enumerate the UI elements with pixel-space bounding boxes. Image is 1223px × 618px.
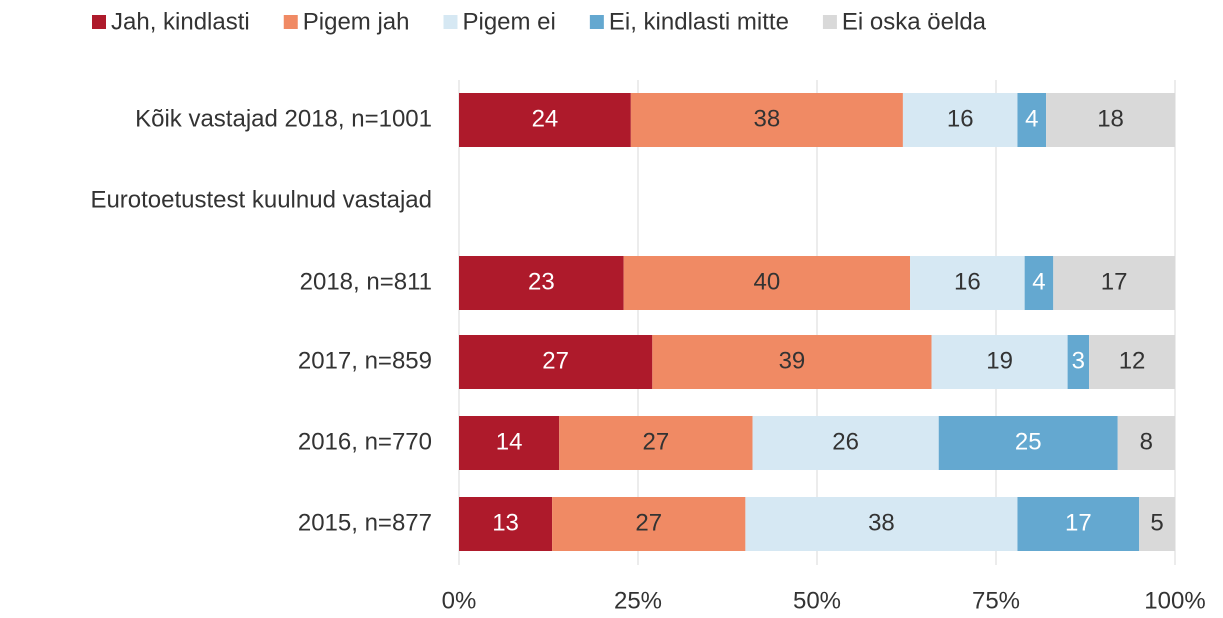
data-label: 39 [779,347,806,374]
category-label: 2018, n=811 [300,268,432,295]
data-label: 25 [1015,428,1042,455]
data-label: 4 [1032,268,1045,295]
bar-segment [931,335,1068,389]
legend-swatch [443,15,458,29]
data-label: 12 [1119,347,1146,374]
legend-label: Jah, kindlasti [111,8,250,35]
bar-segment [459,497,553,551]
bar-segment [910,256,1025,310]
legend-swatch [283,15,298,29]
bar-segment [559,416,753,470]
data-label: 24 [532,105,559,132]
bar-segment [630,93,903,147]
bar-segment [459,93,631,147]
bar-segment [938,416,1118,470]
x-tick-label: 0% [442,587,477,613]
data-label: 38 [754,105,781,132]
data-label: 13 [492,509,519,536]
bar-segment [459,335,653,389]
x-tick-label: 100% [1144,587,1205,613]
data-label: 18 [1097,105,1124,132]
category-label: 2015, n=877 [298,509,432,536]
category-label: Eurotoetustest kuulnud vastajad [90,186,432,213]
bar-segment [1046,93,1175,147]
data-label: 23 [528,268,555,295]
legend-label: Pigem jah [303,8,410,35]
data-label: 5 [1150,509,1163,536]
legend-swatch [589,15,604,29]
data-label: 14 [496,428,523,455]
bar-segment [1067,335,1090,389]
category-label: 2017, n=859 [298,347,432,374]
category-label: 2016, n=770 [298,428,432,455]
bar-segment [623,256,911,310]
bar-segment [902,93,1018,147]
legend-label: Ei, kindlasti mitte [609,8,789,35]
bar-segment [552,497,746,551]
bar-segment [1089,335,1175,389]
data-label: 27 [643,428,670,455]
data-label: 27 [635,509,662,536]
x-tick-label: 50% [793,587,841,613]
data-label: 8 [1140,428,1153,455]
legend-label: Pigem ei [462,8,555,35]
bar-segment [1053,256,1175,310]
legend-label: Ei oska öelda [842,8,987,35]
data-label: 16 [954,268,981,295]
bar-segment [1017,497,1140,551]
bar-segment [752,416,939,470]
x-tick-label: 25% [614,587,662,613]
bar-segment [459,416,560,470]
bar-segment [459,256,624,310]
bar-segment [652,335,932,389]
bar-segment [1117,416,1175,470]
data-label: 4 [1025,105,1038,132]
data-label: 17 [1065,509,1092,536]
x-tick-label: 75% [972,587,1020,613]
data-label: 26 [832,428,859,455]
bar-segment [1139,497,1175,551]
bar-segment [1017,93,1047,147]
legend-swatch [92,15,106,29]
data-label: 3 [1072,347,1085,374]
bar-segment [1024,256,1054,310]
data-label: 19 [986,347,1013,374]
data-label: 38 [868,509,895,536]
legend-swatch [822,15,837,29]
data-label: 17 [1101,268,1128,295]
data-label: 16 [947,105,974,132]
category-label: Kõik vastajad 2018, n=1001 [135,105,432,132]
bar-segment [745,497,1018,551]
data-label: 40 [754,268,781,295]
data-label: 27 [542,347,569,374]
